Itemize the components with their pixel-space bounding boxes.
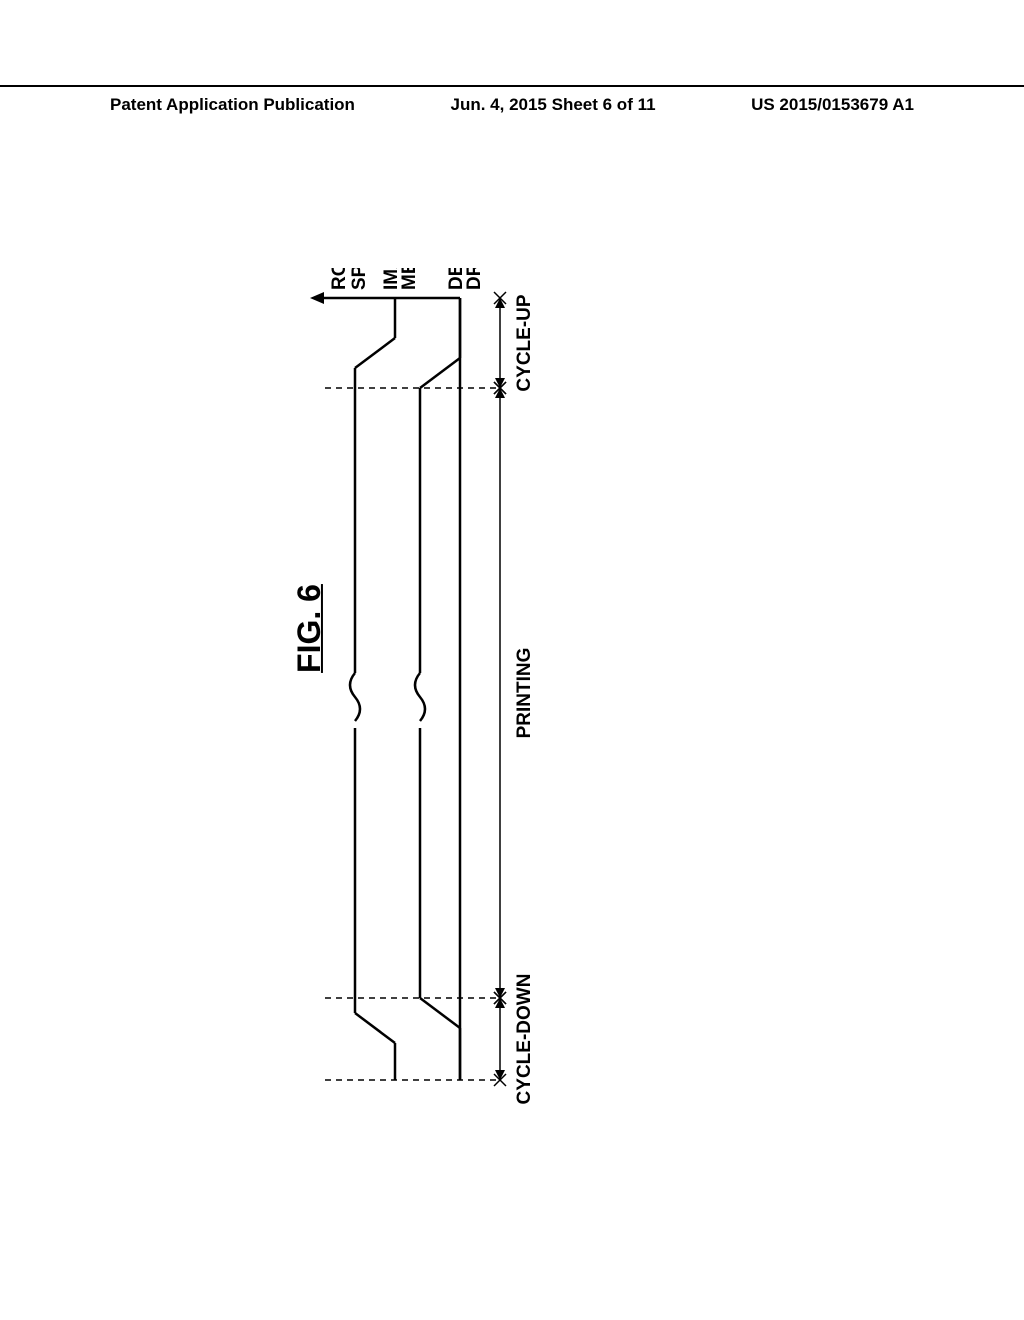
svg-text:CYCLE-DOWN: CYCLE-DOWN [514, 974, 535, 1105]
svg-text:MEMBER DRIVE MOTOR: MEMBER DRIVE MOTOR [399, 268, 420, 290]
timing-chart: ROTATIONALSPEEDIMAGE HOLDINGMEMBER DRIVE… [300, 268, 880, 1128]
svg-text:DRIVE MOTOER: DRIVE MOTOER [464, 268, 485, 290]
svg-text:CYCLE-UP: CYCLE-UP [514, 294, 535, 391]
header-center: Jun. 4, 2015 Sheet 6 of 11 [451, 95, 656, 115]
svg-text:ROTATIONAL: ROTATIONAL [329, 268, 350, 290]
svg-text:SPEED: SPEED [349, 268, 370, 290]
page-header: Patent Application Publication Jun. 4, 2… [0, 85, 1024, 115]
chart-svg: ROTATIONALSPEEDIMAGE HOLDINGMEMBER DRIVE… [300, 268, 880, 1128]
header-left: Patent Application Publication [110, 95, 355, 115]
header-right: US 2015/0153679 A1 [751, 95, 914, 115]
svg-text:PRINTING: PRINTING [514, 648, 535, 739]
